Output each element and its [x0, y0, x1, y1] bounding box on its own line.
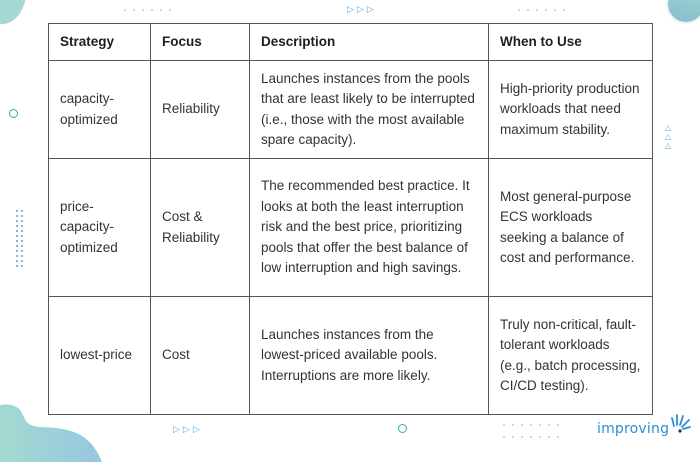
- improving-logo: improving: [597, 412, 692, 437]
- logo-text: improving: [597, 421, 670, 437]
- decorative-dot-row: [124, 9, 171, 11]
- header-strategy: Strategy: [48, 23, 151, 61]
- triangle-outline-icon: △: [665, 132, 672, 141]
- play-arrow-icon: ▷: [347, 5, 354, 15]
- decorative-dot-row: [503, 424, 559, 426]
- play-arrow-icon: ▷: [192, 425, 200, 435]
- cell-description: Launches instances from the pools that a…: [249, 60, 489, 159]
- decorative-blob-top-right: [668, 0, 700, 22]
- table-row: lowest-price Cost Launches instances fro…: [48, 296, 653, 415]
- spot-allocation-strategy-table: Strategy Focus Description When to Use c…: [48, 23, 653, 415]
- decorative-arrows-bottom: ▷ ▷ ▷: [173, 426, 200, 435]
- cell-strategy: capacity-optimized: [48, 60, 151, 159]
- circle-outline-icon: [398, 424, 407, 433]
- header-when-to-use: When to Use: [488, 23, 653, 61]
- decorative-blob-top-left: [0, 0, 26, 24]
- cell-focus: Cost & Reliability: [150, 158, 250, 297]
- cell-strategy: lowest-price: [48, 296, 151, 415]
- triangle-outline-icon: △: [665, 123, 672, 132]
- table-row: capacity-optimized Reliability Launches …: [48, 60, 653, 159]
- cell-focus: Cost: [150, 296, 250, 415]
- table-header-row: Strategy Focus Description When to Use: [48, 23, 653, 61]
- decorative-arrows-top: ▷ ▷ ▷: [347, 6, 374, 15]
- header-description: Description: [249, 23, 489, 61]
- decorative-dot-row: [503, 436, 559, 438]
- play-arrow-icon: ▷: [182, 425, 190, 435]
- cell-strategy: price-capacity-optimized: [48, 158, 151, 297]
- play-arrow-icon: ▷: [356, 5, 364, 15]
- sunburst-logo-icon: [671, 414, 692, 433]
- cell-when-to-use: Most general-purpose ECS workloads seeki…: [488, 158, 653, 297]
- play-arrow-icon: ▷: [366, 5, 374, 15]
- cell-description: Launches instances from the lowest-price…: [249, 296, 489, 415]
- cell-when-to-use: Truly non-critical, fault-tolerant workl…: [488, 296, 653, 415]
- cell-when-to-use: High-priority production workloads that …: [488, 60, 653, 159]
- triangle-outline-icon: △: [665, 141, 672, 150]
- header-focus: Focus: [150, 23, 250, 61]
- cell-focus: Reliability: [150, 60, 250, 159]
- table-row: price-capacity-optimized Cost & Reliabil…: [48, 158, 653, 297]
- cell-description: The recommended best practice. It looks …: [249, 158, 489, 297]
- decorative-dot-row: [518, 9, 565, 11]
- decorative-triangles-right: △ △ △: [665, 124, 671, 150]
- decorative-dot-column: [16, 210, 23, 267]
- circle-outline-icon: [9, 109, 18, 118]
- play-arrow-icon: ▷: [173, 425, 180, 435]
